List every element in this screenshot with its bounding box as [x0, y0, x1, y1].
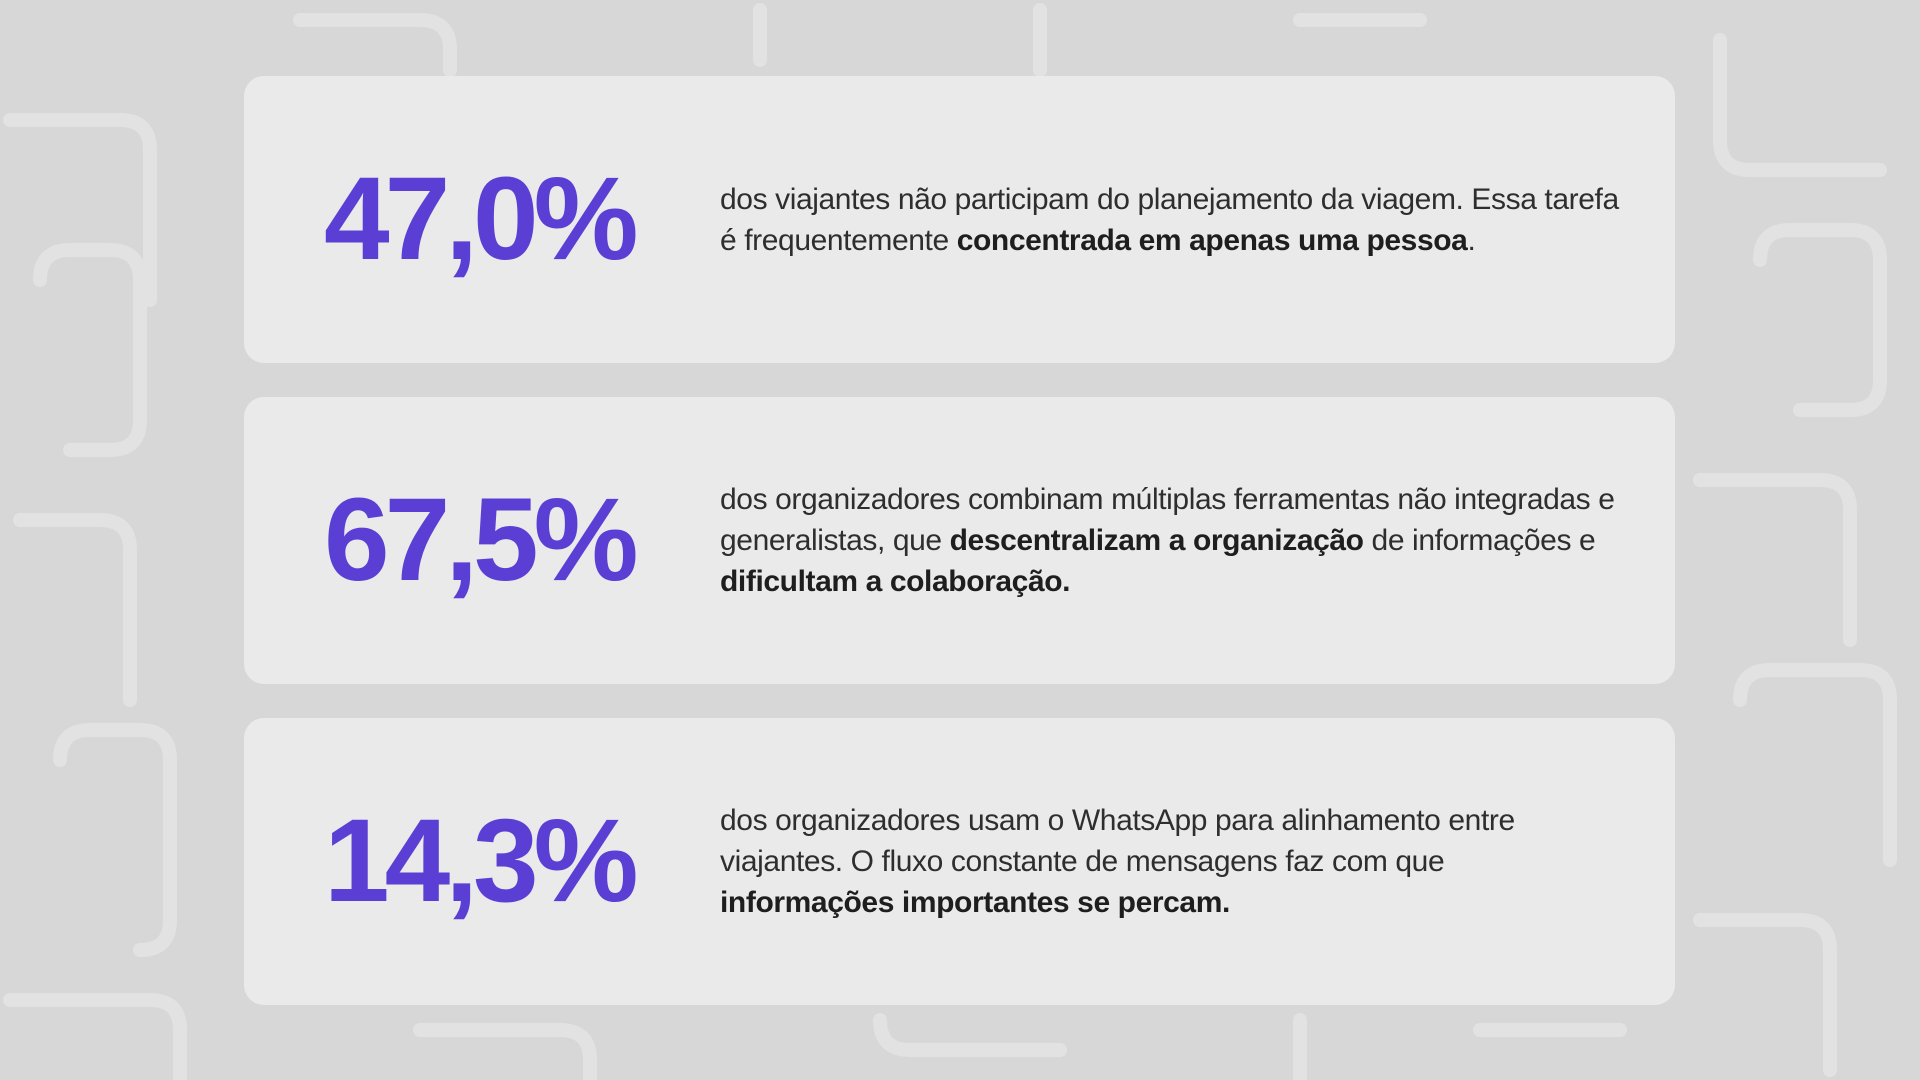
description-text: dos organizadores combinam múltiplas fer…	[720, 483, 1615, 557]
stat-card: 67,5% dos organizadores combinam múltipl…	[244, 397, 1675, 684]
description-highlight: descentralizam a organização	[949, 524, 1364, 557]
stat-card: 14,3% dos organizadores usam o WhatsApp …	[244, 718, 1675, 1005]
description-text: dos viajantes não participam do planejam…	[720, 182, 1619, 257]
stat-value: 14,3%	[324, 795, 639, 927]
stat-value: 47,0%	[324, 153, 639, 285]
stat-value: 67,5%	[324, 474, 639, 606]
stat-description: dos viajantes não participam do planejam…	[720, 76, 1620, 363]
stat-description: dos organizadores usam o WhatsApp para a…	[720, 718, 1620, 1005]
description-highlight: concentrada em apenas uma pessoa	[956, 223, 1468, 257]
description-highlight: dificultam a colaboração.	[720, 565, 1071, 598]
description-text: .	[1467, 223, 1476, 257]
stat-description: dos organizadores combinam múltiplas fer…	[720, 397, 1620, 684]
description-highlight: informações importantes se percam.	[720, 886, 1230, 919]
description-text: dos organizadores usam o WhatsApp para a…	[720, 804, 1515, 878]
description-text: de informações e	[1363, 524, 1596, 557]
stat-card: 47,0% dos viajantes não participam do pl…	[244, 76, 1675, 363]
stats-list: 47,0% dos viajantes não participam do pl…	[244, 76, 1675, 1039]
